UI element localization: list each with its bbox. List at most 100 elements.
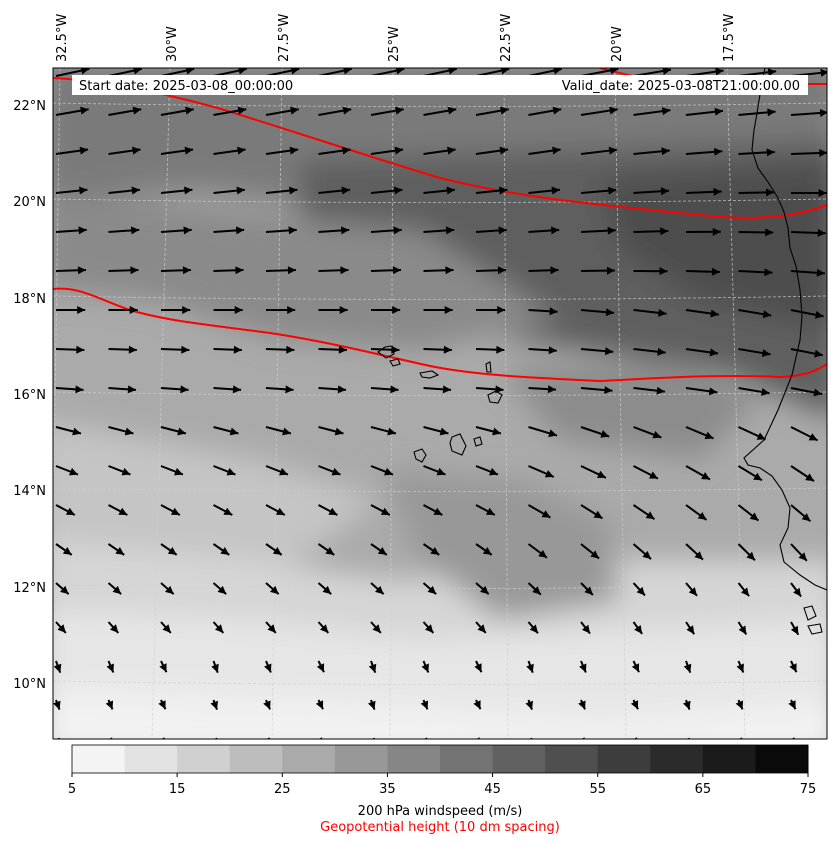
colorbar-cell bbox=[492, 745, 546, 773]
wind-vector-head bbox=[380, 507, 390, 516]
wind-vector-head bbox=[325, 547, 335, 555]
wind-vector-head bbox=[746, 551, 755, 561]
colorbar-cell bbox=[440, 745, 494, 773]
wind-vector-head bbox=[77, 266, 86, 275]
wind-vector-head bbox=[180, 385, 189, 394]
wind-vector-head bbox=[480, 585, 489, 595]
wind-vector-head bbox=[337, 385, 347, 394]
wind-vector-head bbox=[499, 186, 508, 195]
wind-vector-head bbox=[443, 345, 452, 354]
wind-vector-head bbox=[548, 346, 557, 355]
colorbar-cell bbox=[650, 745, 704, 773]
wind-vector-head bbox=[661, 147, 670, 156]
colorbar-tick-label: 5 bbox=[68, 782, 76, 797]
lon-label: 25°W bbox=[387, 26, 402, 62]
wind-vector-head bbox=[65, 507, 75, 516]
wind-vector-head bbox=[124, 427, 134, 436]
header-strip bbox=[72, 75, 808, 95]
wind-vector-head bbox=[339, 306, 348, 314]
lat-label: 14°N bbox=[13, 484, 46, 499]
wind-vector-head bbox=[394, 186, 403, 195]
wind-vector-head bbox=[130, 266, 139, 275]
wind-vector-head bbox=[132, 106, 142, 115]
wind-vector-head bbox=[395, 68, 405, 75]
wind-vector-head bbox=[343, 68, 352, 75]
wind-vector-head bbox=[436, 467, 446, 476]
coastline bbox=[377, 68, 827, 635]
wind-vector-head bbox=[238, 68, 247, 75]
wind-vector-head bbox=[272, 547, 282, 555]
wind-vector-head bbox=[553, 68, 562, 75]
wind-vector-head bbox=[286, 345, 295, 354]
wind-vector-head bbox=[485, 507, 495, 516]
wind-vector-head bbox=[444, 306, 453, 314]
wind-vector-head bbox=[631, 663, 640, 673]
lat-label: 12°N bbox=[13, 581, 46, 596]
wind-vector-head bbox=[816, 268, 825, 277]
colorbar-tick-label: 75 bbox=[800, 782, 817, 797]
wind-vector-head bbox=[793, 587, 802, 597]
wind-vector-head bbox=[127, 385, 137, 394]
lon-label: 20°W bbox=[610, 26, 625, 62]
wind-vector-head bbox=[756, 432, 766, 440]
wind-vector-head bbox=[649, 471, 658, 479]
africa-coastline bbox=[743, 68, 827, 591]
wind-vector-head bbox=[477, 624, 486, 633]
wind-vector-head bbox=[214, 624, 224, 633]
wind-vector-head bbox=[375, 585, 384, 595]
colorbar-tick-label: 25 bbox=[274, 782, 291, 797]
wind-vector-head bbox=[62, 547, 72, 555]
wind-vector-head bbox=[713, 187, 722, 196]
wind-vector-head bbox=[609, 106, 618, 115]
wind-vector-head bbox=[118, 507, 128, 516]
wind-vector-head bbox=[605, 308, 615, 317]
wind-vector-head bbox=[183, 226, 192, 235]
wind-vector-head bbox=[430, 547, 440, 555]
wind-vector-head bbox=[287, 266, 296, 275]
wind-vector-head bbox=[447, 146, 456, 155]
wind-vector-head bbox=[448, 68, 457, 75]
wind-vector-head bbox=[77, 306, 86, 314]
colorbar-cell bbox=[177, 745, 231, 773]
wind-vector-head bbox=[658, 308, 667, 317]
wind-vector-head bbox=[798, 552, 807, 561]
wind-vector-head bbox=[765, 228, 774, 237]
wind-vector-head bbox=[661, 107, 671, 116]
wind-vector-head bbox=[275, 507, 285, 516]
wind-vector-head bbox=[710, 309, 719, 318]
wind-vector-head bbox=[820, 68, 827, 77]
colorbar-tick-label: 15 bbox=[169, 782, 186, 797]
lat-label: 22°N bbox=[13, 99, 46, 114]
wind-vector-head bbox=[128, 345, 137, 354]
wind-vector-head bbox=[473, 700, 481, 710]
wind-vector-head bbox=[372, 624, 381, 633]
wind-vector-head bbox=[529, 624, 538, 634]
wind-vector-head bbox=[69, 467, 78, 476]
lon-label: 30°W bbox=[165, 26, 180, 62]
wind-vector-head bbox=[701, 472, 711, 480]
colorbar-cell bbox=[229, 745, 283, 773]
island bbox=[419, 370, 440, 379]
colorbar-ticks: 5 15 25 35 45 55 65 75 bbox=[68, 773, 816, 797]
wind-vector-head bbox=[263, 700, 271, 710]
wind-vector-head bbox=[526, 663, 534, 673]
wind-vector-head bbox=[331, 467, 341, 476]
wind-vector-head bbox=[500, 68, 510, 75]
wind-vector-head bbox=[610, 68, 619, 75]
wind-vector-head bbox=[105, 700, 114, 710]
wind-vector-head bbox=[319, 624, 329, 633]
colorbar-cell bbox=[72, 745, 126, 773]
wind-vector-head bbox=[162, 624, 171, 633]
wind-vector-head bbox=[499, 146, 509, 155]
colorbar-tick-label: 35 bbox=[379, 782, 396, 797]
wind-vector-head bbox=[767, 68, 777, 77]
lon-label: 22.5°W bbox=[499, 14, 514, 62]
wind-vector-head bbox=[290, 68, 300, 75]
wind-vector-head bbox=[342, 106, 352, 115]
wind-vector-head bbox=[715, 68, 724, 76]
wind-vector-head bbox=[740, 587, 750, 597]
graticule bbox=[53, 68, 827, 739]
start-date-label: Start date: 2025-03-08_00:00:00 bbox=[79, 79, 293, 94]
island bbox=[389, 358, 401, 367]
wind-vector-head bbox=[392, 306, 401, 314]
